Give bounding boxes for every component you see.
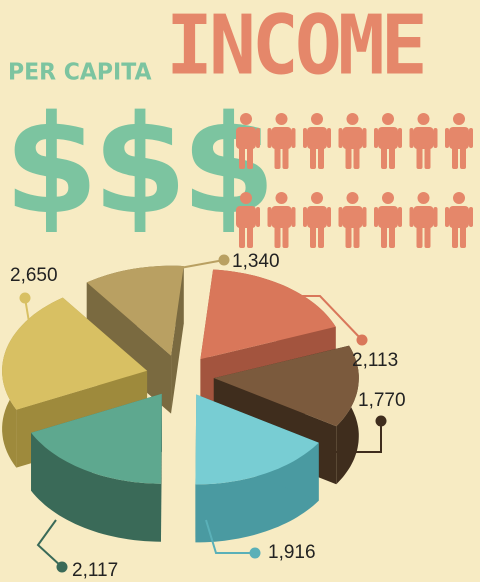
leader-dot: [19, 292, 31, 304]
person-icon: [409, 113, 438, 169]
leader-dot: [375, 415, 387, 427]
leader-dot: [56, 561, 68, 573]
person-icon: [303, 113, 331, 169]
pie-slice-top: [86, 265, 184, 356]
person-icon: [232, 192, 260, 248]
person-icon: [409, 192, 438, 248]
leader-line: [205, 519, 255, 554]
pie-slice-top: [2, 297, 148, 410]
leader-line: [179, 259, 225, 269]
pie-slice: [31, 393, 162, 542]
pie-slice-top: [213, 345, 359, 427]
person-icon: [303, 192, 331, 248]
person-icon: [445, 192, 473, 248]
slice-label-1340: 1,340: [232, 251, 280, 272]
person-icon: [445, 113, 473, 169]
pie-slice: [86, 265, 184, 414]
people-icons: [232, 113, 476, 257]
dollar-signs: $$$: [4, 87, 276, 245]
slice-label-2650: 2,650: [10, 265, 58, 286]
pie-slice-top: [31, 393, 162, 484]
leader-line: [322, 421, 382, 453]
person-icon: [374, 192, 402, 248]
person-icon: [338, 192, 367, 248]
subtitle: PER CAPITA: [8, 59, 152, 86]
person-icon: [374, 113, 402, 169]
pie-slice-top: [195, 394, 319, 485]
pie-slice: [195, 394, 319, 543]
pie-slice-face: [171, 266, 184, 414]
leader-dot: [356, 334, 368, 346]
person-icon: [267, 113, 296, 169]
leader-dot: [249, 547, 261, 559]
slice-label-2113: 2,113: [352, 350, 399, 371]
leader-line: [36, 519, 63, 568]
person-icon: [267, 192, 296, 248]
pie-slice-face: [86, 282, 172, 414]
slice-label-2117: 2,117: [72, 560, 119, 581]
slice-label-1770: 1,770: [358, 390, 406, 411]
slice-label-1916: 1,916: [268, 542, 316, 563]
person-icon: [338, 113, 367, 169]
page-title: INCOME: [166, 0, 428, 94]
pie-slice-top: [200, 269, 336, 360]
leader-dot: [218, 254, 230, 266]
leader-line: [288, 295, 363, 341]
leader-line: [24, 297, 60, 329]
